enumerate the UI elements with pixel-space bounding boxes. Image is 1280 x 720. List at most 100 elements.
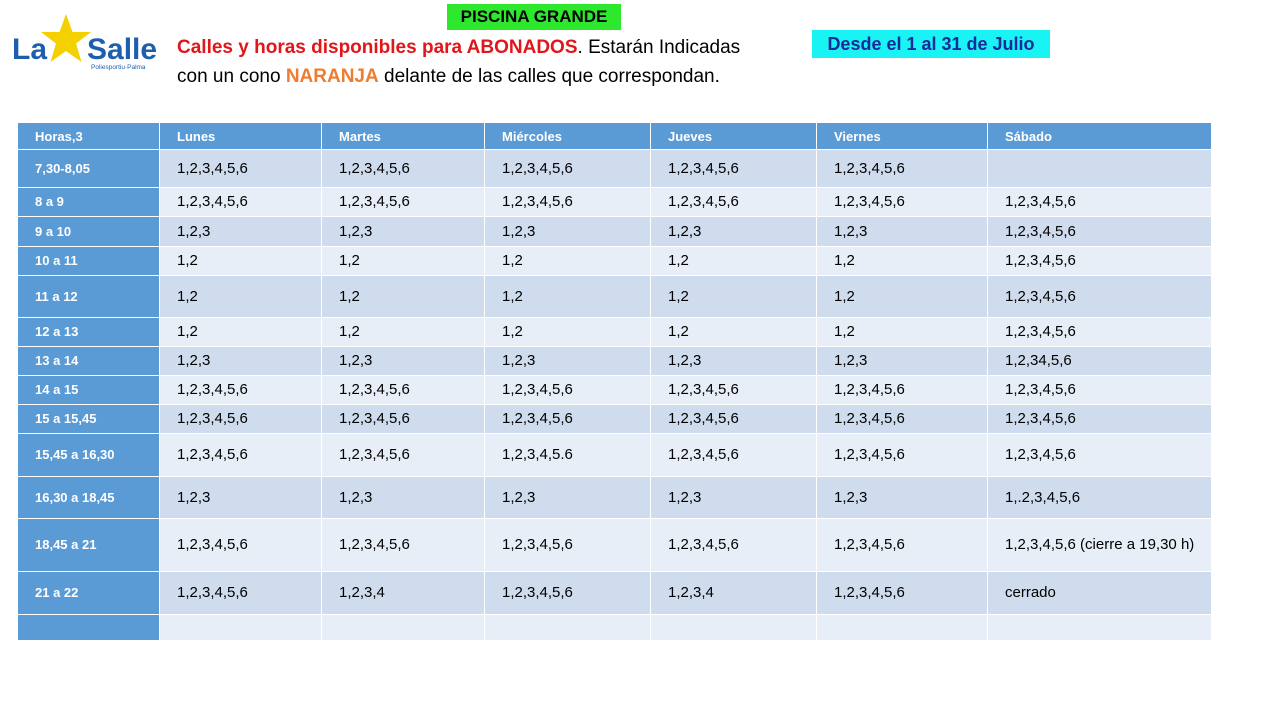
lanes-cell: 1,2,3 <box>159 476 322 519</box>
star-icon <box>41 14 91 62</box>
lanes-cell: 1,2 <box>321 275 485 318</box>
lanes-cell: 1,2,3,4,5,6 (cierre a 19,30 h) <box>987 518 1212 572</box>
description-line2-pre: con un cono <box>177 66 286 87</box>
hour-cell: 15,45 a 16,30 <box>17 433 160 477</box>
lanes-cell <box>321 614 485 641</box>
lanes-cell: 1,2 <box>650 317 817 347</box>
description-line1: . Estarán Indicadas <box>577 37 741 58</box>
description-highlight: Calles y horas disponibles para ABONADOS <box>177 37 578 58</box>
header-monday: Lunes <box>159 122 322 150</box>
lanes-cell: 1,2,3 <box>321 216 485 247</box>
lanes-cell: 1,2,3,4,5,6 <box>484 518 651 572</box>
lanes-cell: 1,2,3,4,5,6 <box>159 433 322 477</box>
hour-cell: 21 a 22 <box>17 571 160 615</box>
hour-cell: 14 a 15 <box>17 375 160 405</box>
lanes-cell: 1,2,3 <box>816 216 988 247</box>
logo-subtitle: Poliesportiu·Palma <box>91 64 146 71</box>
header-wednesday: Miércoles <box>484 122 651 150</box>
lanes-cell: 1,2 <box>159 246 322 276</box>
lanes-cell: 1,2 <box>484 317 651 347</box>
date-range-badge: Desde el 1 al 31 de Julio <box>812 30 1050 58</box>
lanes-cell: 1,2 <box>159 275 322 318</box>
lanes-cell: 1,2,3,4,5,6 <box>650 375 817 405</box>
lanes-cell: 1,2,3,4,5.6 <box>484 433 651 477</box>
lanes-cell: 1,2,3,4,5,6 <box>159 149 322 188</box>
lanes-cell: 1,2 <box>650 275 817 318</box>
table-row: 10 a 11 1,2 1,2 1,2 1,2 1,2 1,2,3,4,5,6 <box>17 246 1212 276</box>
lanes-cell: 1,2,3,4,5,6 <box>987 375 1212 405</box>
description-line2-post: delante de las calles que correspondan. <box>384 66 720 87</box>
lanes-cell: 1,2,3 <box>650 476 817 519</box>
lanes-cell: 1,2,3 <box>484 216 651 247</box>
lanes-cell: 1,2,3,4,5,6 <box>650 404 817 434</box>
hour-cell: 9 a 10 <box>17 216 160 247</box>
lanes-cell: 1,2,3,4,5,6 <box>321 518 485 572</box>
table-row: 13 a 14 1,2,3 1,2,3 1,2,3 1,2,3 1,2,3 1,2,34,5… <box>17 346 1212 376</box>
lanes-cell: 1,2,3 <box>159 346 322 376</box>
lanes-cell: 1,2,3 <box>650 346 817 376</box>
lanes-cell: 1,2,3 <box>484 476 651 519</box>
lanes-cell: 1,2,3,4,5,6 <box>816 571 988 615</box>
lanes-cell: 1,2,3,4,5,6 <box>650 187 817 217</box>
lanes-cell: 1,2,3,4,5,6 <box>159 571 322 615</box>
table-row: 21 a 22 1,2,3,4,5,6 1,2,3,4 1,2,3,4,5,6 1,2,… <box>17 571 1212 615</box>
lanes-cell: 1,2,3,4 <box>321 571 485 615</box>
lanes-cell: 1,2,3 <box>650 216 817 247</box>
hour-cell: 10 a 11 <box>17 246 160 276</box>
lanes-cell: 1,2,3,4,5,6 <box>987 317 1212 347</box>
lanes-cell: 1,2,3,4,5,6 <box>987 404 1212 434</box>
lanes-cell: 1,2,3 <box>816 476 988 519</box>
table-row: 8 a 9 1,2,3,4,5,6 1,2,3,4,5,6 1,2,3,4,5,6 1,… <box>17 187 1212 217</box>
lanes-cell <box>816 614 988 641</box>
lanes-cell <box>159 614 322 641</box>
table-row: 15 a 15,45 1,2,3,4,5,6 1,2,3,4,5,6 1,2,3,4,… <box>17 404 1212 434</box>
lanes-cell: 1,2,3,4,5,6 <box>159 187 322 217</box>
lanes-cell <box>484 614 651 641</box>
lanes-cell: 1,2,3,4,5,6 <box>816 518 988 572</box>
logo-salle-text: Salle <box>87 33 157 66</box>
lanes-cell: 1,2,3,4,5,6 <box>159 375 322 405</box>
lanes-cell: 1,2 <box>321 246 485 276</box>
table-row: 12 a 13 1,2 1,2 1,2 1,2 1,2 1,2,3,4,5,6 <box>17 317 1212 347</box>
lanes-cell: 1,2,3,4,5,6 <box>987 216 1212 247</box>
header-saturday: Sábado <box>987 122 1212 150</box>
lanes-cell: 1,2,3,4,5,6 <box>987 187 1212 217</box>
lanes-cell: 1,2,3,4,5,6 <box>987 433 1212 477</box>
lanes-cell <box>987 149 1212 188</box>
hour-cell <box>17 614 160 641</box>
lanes-cell: 1,2,3,4,5,6 <box>159 518 322 572</box>
lanes-cell: cerrado <box>987 571 1212 615</box>
lanes-cell: 1,2,3,4 <box>650 571 817 615</box>
lanes-cell: 1,2,3,4,5,6 <box>321 149 485 188</box>
lanes-cell: 1,.2,3,4,5,6 <box>987 476 1212 519</box>
lanes-cell: 1,2,3 <box>159 216 322 247</box>
hour-cell: 16,30 a 18,45 <box>17 476 160 519</box>
lanes-cell: 1,2,3,4,5,6 <box>484 375 651 405</box>
table-row: 16,30 a 18,45 1,2,3 1,2,3 1,2,3 1,2,3 1,2,3 1,… <box>17 476 1212 519</box>
lanes-cell: 1,2,3,4,5,6 <box>321 433 485 477</box>
lanes-cell: 1,2,3,4,5,6 <box>816 149 988 188</box>
lanes-cell: 1,2,3,4,5,6 <box>321 404 485 434</box>
la-salle-logo: La Salle Poliesportiu·Palma <box>12 12 160 74</box>
lanes-cell: 1,2,34,5,6 <box>987 346 1212 376</box>
table-header-row: Horas,3 Lunes Martes Miércoles Jueves Vi… <box>17 122 1212 150</box>
lanes-cell: 1,2,3,4,5,6 <box>321 187 485 217</box>
hour-cell: 12 a 13 <box>17 317 160 347</box>
lanes-cell: 1,2,3,4,5,6 <box>987 246 1212 276</box>
lanes-cell: 1,2,3 <box>816 346 988 376</box>
schedule-table: Horas,3 Lunes Martes Miércoles Jueves Vi… <box>17 122 1212 641</box>
table-row: 18,45 a 21 1,2,3,4,5,6 1,2,3,4,5,6 1,2,3,4,… <box>17 518 1212 572</box>
lanes-cell: 1,2 <box>650 246 817 276</box>
lanes-cell: 1,2,3,4,5,6 <box>816 433 988 477</box>
table-row: 15,45 a 16,30 1,2,3,4,5,6 1,2,3,4,5,6 1,2,3… <box>17 433 1212 477</box>
description: Calles y horas disponibles para ABONADOS… <box>177 33 817 91</box>
header-tuesday: Martes <box>321 122 485 150</box>
hour-cell: 8 a 9 <box>17 187 160 217</box>
logo-la-text: La <box>12 33 47 66</box>
lanes-cell: 1,2,3,4,5,6 <box>816 404 988 434</box>
description-orange-word: NARANJA <box>285 66 379 87</box>
table-row <box>17 614 1212 641</box>
lanes-cell: 1,2,3,4,5,6 <box>159 404 322 434</box>
lanes-cell: 1,2,3,4,5,6 <box>484 187 651 217</box>
header-friday: Viernes <box>816 122 988 150</box>
